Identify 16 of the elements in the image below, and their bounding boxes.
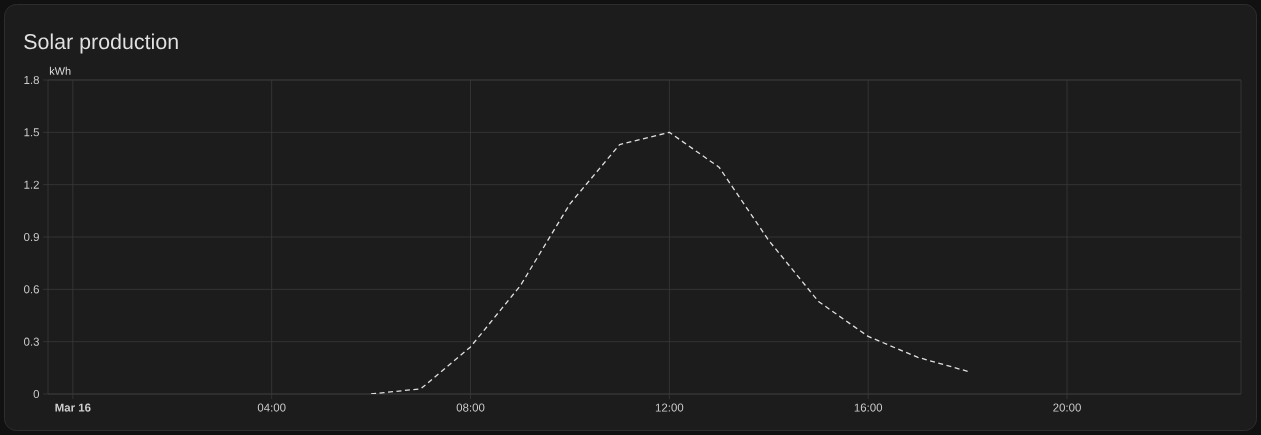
y-tick-label: 0.9 (24, 232, 39, 242)
x-tick-label: Mar 16 (55, 403, 91, 412)
y-tick-label: 1.8 (24, 75, 39, 85)
y-axis-title: kWh (49, 66, 71, 75)
x-tick-label: 04:00 (257, 403, 286, 412)
y-tick-label: 0.3 (24, 337, 39, 346)
x-tick-label: 08:00 (456, 403, 485, 412)
y-tick-label: 0.6 (24, 285, 39, 294)
x-tick-label: 20:00 (1053, 403, 1081, 412)
y-tick-label: 1.5 (24, 128, 39, 137)
y-tick-label: 0 (33, 389, 40, 399)
x-tick-label: 16:00 (854, 403, 883, 412)
y-tick-label: 1.2 (24, 180, 39, 189)
x-tick-label: 12:00 (655, 403, 684, 412)
line-series (370, 131, 969, 394)
chart-title: Solar production (24, 33, 178, 54)
